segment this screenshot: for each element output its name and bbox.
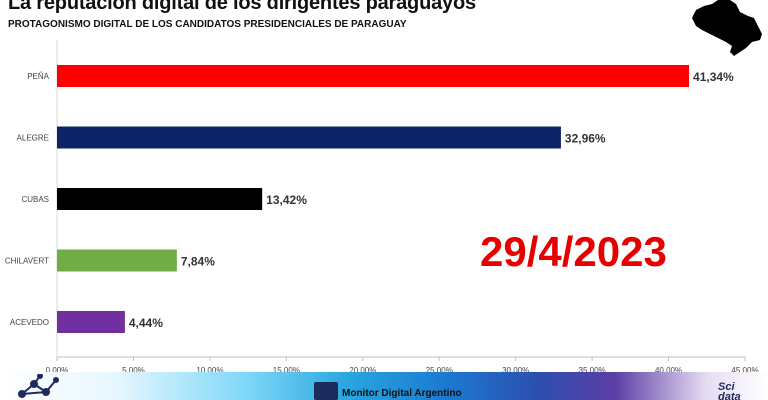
monitor-icon: [314, 382, 338, 400]
category-label: CHILAVERT: [5, 257, 49, 266]
footer-banner: Monitor Digital Argentino Sci data: [0, 372, 768, 400]
bar: [57, 126, 561, 149]
data-label: 13,42%: [266, 193, 307, 207]
brand-line-2: data: [718, 391, 741, 400]
bar: [57, 65, 690, 87]
x-tick-label: 30,00%: [502, 366, 529, 372]
bar: [57, 311, 125, 333]
x-tick-label: 20,00%: [349, 366, 376, 372]
footer-label: Monitor Digital Argentino: [342, 388, 462, 399]
network-logo-icon: [18, 374, 59, 398]
x-tick-label: 45,00%: [731, 366, 758, 372]
category-label: CUBAS: [21, 195, 49, 204]
scidata-brand: Sci data: [718, 382, 741, 400]
chart-subtitle: PROTAGONISMO DIGITAL DE LOS CANDIDATOS P…: [8, 19, 407, 30]
x-tick-label: 35,00%: [579, 366, 606, 372]
bar: [57, 249, 177, 272]
x-tick-label: 25,00%: [426, 366, 453, 372]
data-label: 41,34%: [693, 70, 734, 84]
x-tick-label: 5,00%: [122, 366, 145, 372]
category-label: ALEGRE: [17, 134, 49, 143]
x-tick-label: 10,00%: [196, 366, 223, 372]
category-label: PEÑA: [27, 72, 49, 81]
data-label: 32,96%: [565, 132, 606, 146]
category-label: ACEVEDO: [10, 318, 49, 327]
bar: [57, 188, 263, 210]
brand-line-1: Sci: [718, 381, 735, 393]
data-label: 4,44%: [129, 316, 163, 330]
x-tick-label: 40,00%: [655, 366, 682, 372]
x-tick-label: 0,00%: [46, 366, 69, 372]
paraguay-map-icon: [692, 0, 762, 56]
chart-title: La reputación digital de los dirigentes …: [8, 0, 476, 14]
bar-chart: 0,00% 5,00% 10,00% 15,00% 20,00% 25,00% 30,00%…: [5, 40, 759, 372]
date-overlay: 29/4/2023: [480, 228, 667, 275]
x-tick-label: 15,00%: [273, 366, 300, 372]
data-label: 7,84%: [181, 255, 215, 269]
